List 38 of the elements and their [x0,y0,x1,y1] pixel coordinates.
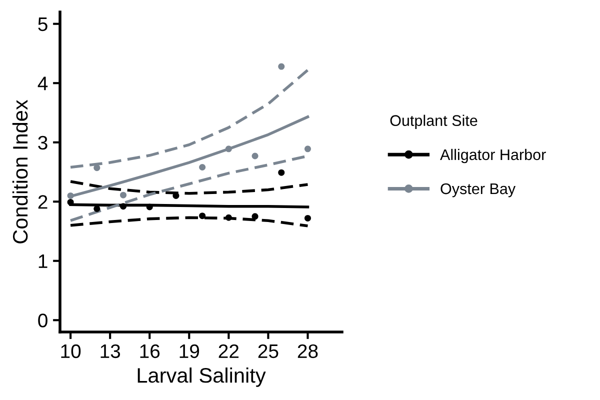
y-tick-label: 4 [38,76,48,90]
x-tick-label: 19 [180,344,200,358]
point [67,192,74,199]
x-tick-label: 13 [100,344,120,358]
y-axis-title: Condition Index [12,100,28,244]
x-tick-label: 28 [298,344,318,358]
point [278,169,285,176]
y-tick-label: 1 [38,254,48,268]
y-tick-label: 5 [38,18,48,32]
legend-title: Outplant Site [390,114,478,130]
y-tick-label: 2 [38,195,48,209]
y-tick-label: 0 [38,314,48,328]
x-tick-label: 25 [258,344,278,358]
point [225,214,232,221]
x-axis-title: Larval Salinity [138,367,266,387]
point [304,214,311,222]
point [146,204,153,210]
line-series [69,180,310,195]
point [304,146,311,152]
point [67,198,74,206]
point [278,63,285,70]
point [252,152,258,160]
point [172,192,180,199]
line-series [69,68,310,169]
x-tick-label: 16 [140,344,160,358]
x-tick-label: 22 [218,344,239,358]
point [252,213,258,220]
point [120,203,127,210]
legend-label: Alligator Harbor [440,148,546,164]
point [225,146,232,152]
point [199,212,206,220]
point [120,192,127,198]
point [199,164,206,171]
point [94,164,100,172]
y-tick-label: 3 [38,136,48,150]
x-tick-label: 10 [61,344,81,358]
point [94,205,100,212]
legend-label: Oyster Bay [440,183,516,198]
